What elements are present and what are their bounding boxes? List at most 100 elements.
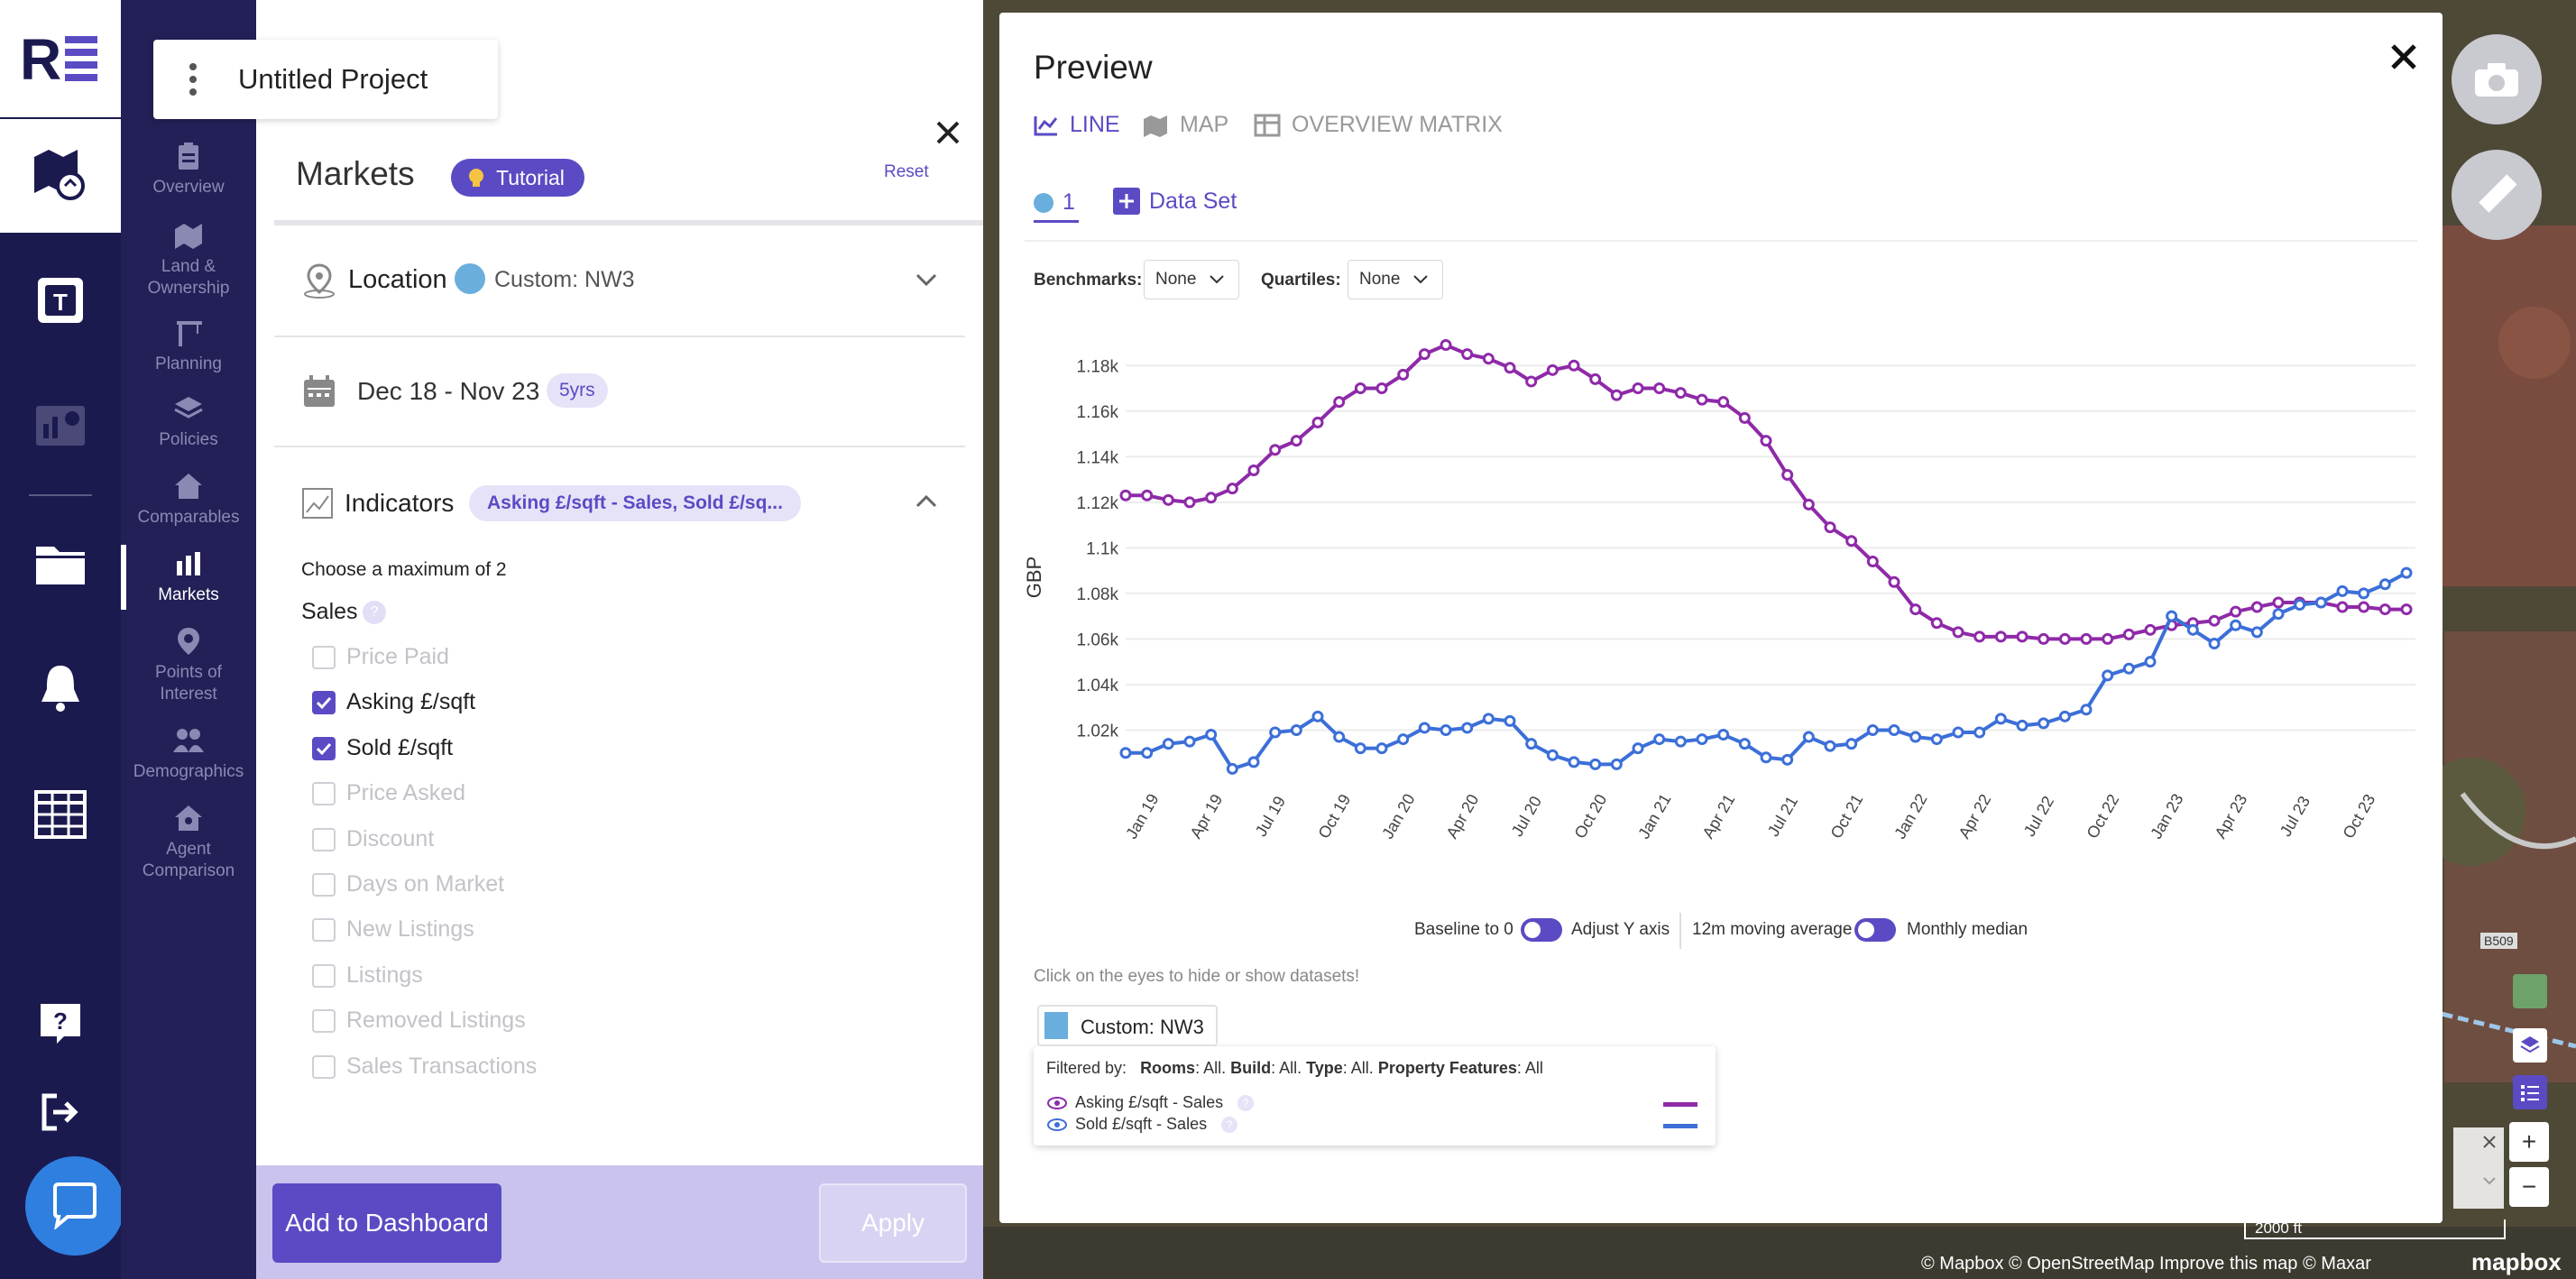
indicator-checkbox[interactable] xyxy=(312,736,336,760)
data-point xyxy=(1589,758,1602,770)
add-to-dashboard-button[interactable]: Add to Dashboard xyxy=(272,1183,501,1263)
chat-button[interactable] xyxy=(25,1156,124,1256)
help-badge-icon[interactable]: ? xyxy=(363,601,386,624)
mapbox-logo[interactable]: mapbox xyxy=(2471,1248,2562,1275)
map-legend-button[interactable] xyxy=(2513,1075,2547,1109)
subnav-item-demographics[interactable]: Demographics xyxy=(121,725,256,783)
chevron-down-icon xyxy=(1413,275,1429,284)
indicator-option-label[interactable]: Asking £/sqft xyxy=(346,689,476,715)
apply-button[interactable]: Apply xyxy=(819,1183,967,1263)
indicator-option-label[interactable]: Removed Listings xyxy=(346,1008,526,1034)
indicator-checkbox[interactable] xyxy=(312,1054,336,1079)
rail-item-reports[interactable]: T xyxy=(29,269,92,332)
subnav-item-policies[interactable]: Policies xyxy=(121,393,256,451)
rail-item-alerts[interactable] xyxy=(29,657,92,720)
indicator-option-label[interactable]: Listings xyxy=(346,962,423,988)
map-layers-button[interactable] xyxy=(2513,1028,2547,1063)
subnav-item-agent-comparison[interactable]: Agent Comparison xyxy=(121,803,256,882)
moving-average-toggle[interactable] xyxy=(1854,918,1896,942)
project-card[interactable]: Untitled Project xyxy=(153,40,498,119)
data-point xyxy=(1952,726,1964,739)
indicator-checkbox[interactable] xyxy=(312,646,336,669)
close-panel-icon[interactable] xyxy=(933,117,963,148)
eye-icon[interactable] xyxy=(1046,1096,1068,1110)
legend-dataset-chip[interactable]: Custom: NW3 xyxy=(1037,1005,1218,1046)
tab-line[interactable]: LINE xyxy=(1034,112,1120,138)
help-badge-icon[interactable]: ? xyxy=(1237,1094,1255,1111)
indicator-option-label[interactable]: Days on Market xyxy=(346,871,505,897)
subnav-label: Comparables xyxy=(137,508,240,527)
benchmarks-select[interactable]: None xyxy=(1144,260,1239,299)
location-pin-icon xyxy=(304,263,335,299)
subnav-item-planning[interactable]: Planning xyxy=(121,317,256,375)
indicator-option-label[interactable]: New Listings xyxy=(346,916,474,943)
data-point xyxy=(1909,731,1922,743)
rail-item-table[interactable] xyxy=(29,783,92,846)
indicator-checkbox[interactable] xyxy=(312,782,336,806)
legend-series-sold[interactable]: Sold £/sqft - Sales ? xyxy=(1046,1115,1238,1134)
date-range-row[interactable]: Dec 18 - Nov 23 5yrs xyxy=(274,346,956,437)
tab-overview-matrix[interactable]: OVERVIEW MATRIX xyxy=(1254,112,1503,138)
quartiles-select[interactable]: None xyxy=(1348,260,1443,299)
reset-link[interactable]: Reset xyxy=(884,162,929,181)
indicator-option-label[interactable]: Price Paid xyxy=(346,644,449,669)
logo[interactable]: R xyxy=(0,0,121,117)
subnav-item-land-ownership[interactable]: Land & Ownership xyxy=(121,220,256,299)
rail-item-help[interactable]: ? xyxy=(29,992,92,1055)
indicator-option-label[interactable]: Price Asked xyxy=(346,780,466,806)
subnav-item-comparables[interactable]: Comparables xyxy=(121,471,256,529)
indicator-option-label[interactable]: Sold £/sqft xyxy=(346,734,454,760)
tutorial-button[interactable]: Tutorial xyxy=(451,159,584,197)
indicator-checkbox[interactable] xyxy=(312,918,336,943)
filter-build-value: : All. xyxy=(1271,1059,1307,1077)
line-chart[interactable]: 1.02k 1.04k 1.06k 1.08k 1.1k 1.12k 1.14k 1.16k 1… xyxy=(999,307,2443,902)
zoom-out-button[interactable]: − xyxy=(2509,1167,2549,1207)
rail-item-map[interactable] xyxy=(0,119,121,233)
map-tab-icon xyxy=(1144,115,1167,137)
dataset-tab-1[interactable]: 1 xyxy=(1034,189,1075,216)
data-point xyxy=(2058,710,2071,722)
indicator-checkbox[interactable] xyxy=(312,691,336,715)
indicator-option-label[interactable]: Sales Transactions xyxy=(346,1053,538,1079)
indicator-checkbox[interactable] xyxy=(312,1009,336,1034)
subnav-item-overview[interactable]: Overview xyxy=(121,141,256,198)
indicator-checkbox[interactable] xyxy=(312,963,336,988)
indicators-row[interactable]: Indicators Asking £/sqft - Sales, Sold £… xyxy=(274,458,956,548)
x-tick-label: Apr 21 xyxy=(1699,791,1739,842)
help-badge-icon[interactable]: ? xyxy=(1221,1116,1238,1133)
indicator-checkbox[interactable] xyxy=(312,873,336,897)
kebab-menu-icon[interactable] xyxy=(153,40,207,119)
map-attribution[interactable]: © Mapbox © OpenStreetMap Improve this ma… xyxy=(1921,1254,2371,1274)
indicator-checkbox[interactable] xyxy=(312,827,336,851)
map-search-box[interactable] xyxy=(2453,1127,2504,1209)
zoom-in-button[interactable]: + xyxy=(2509,1122,2549,1162)
legend-line-sold xyxy=(1663,1124,1697,1128)
rail-item-dashboard[interactable] xyxy=(29,395,92,458)
icon-rail: R T ? xyxy=(0,0,124,1279)
data-point xyxy=(1589,373,1602,385)
period-badge: 5yrs xyxy=(547,373,608,408)
baseline-toggle[interactable] xyxy=(1521,918,1562,942)
chevron-down-icon xyxy=(1210,275,1225,284)
camera-button[interactable] xyxy=(2452,34,2542,124)
indicator-option-label[interactable]: Discount xyxy=(346,825,435,851)
divider xyxy=(1679,913,1681,949)
house-icon xyxy=(175,474,202,499)
filter-type-value: : All. xyxy=(1342,1059,1378,1077)
tab-map[interactable]: MAP xyxy=(1142,112,1228,138)
legend-series-asking[interactable]: Asking £/sqft - Sales ? xyxy=(1046,1093,1255,1112)
rail-item-logout[interactable] xyxy=(29,1081,92,1144)
close-preview-icon[interactable] xyxy=(2388,41,2419,72)
add-dataset-button[interactable]: Data Set xyxy=(1113,188,1237,215)
data-point xyxy=(1568,359,1580,372)
data-point xyxy=(1205,729,1218,741)
eye-icon[interactable] xyxy=(1046,1118,1068,1132)
location-row[interactable]: Location Custom: NW3 xyxy=(274,236,956,327)
project-title[interactable]: Untitled Project xyxy=(238,63,428,95)
map-layer-satellite[interactable] xyxy=(2513,974,2547,1008)
measure-button[interactable] xyxy=(2452,150,2542,240)
rail-item-folder[interactable] xyxy=(29,532,92,595)
subnav-item-markets[interactable]: Markets xyxy=(121,548,256,606)
data-point xyxy=(1290,723,1302,736)
subnav-item-points-of-interest[interactable]: Points of Interest xyxy=(121,626,256,705)
